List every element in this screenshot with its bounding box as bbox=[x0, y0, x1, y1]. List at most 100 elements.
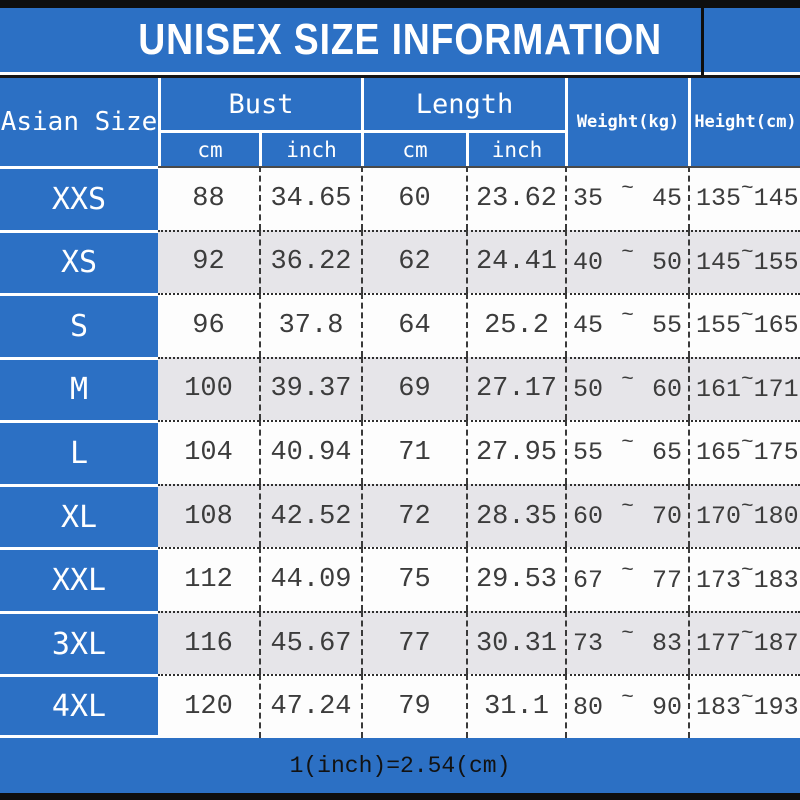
height-max: 155 bbox=[753, 247, 799, 277]
weight-range: 55 ~65 bbox=[565, 420, 688, 484]
bust-inch-value: 40.94 bbox=[259, 420, 361, 484]
size-label: XL bbox=[0, 483, 158, 548]
header-length-inch: inch bbox=[466, 130, 565, 166]
height-range: 173 ~183 bbox=[688, 547, 800, 611]
weight-range: 73 ~83 bbox=[565, 610, 688, 675]
bust-inch-value: 42.52 bbox=[259, 483, 361, 548]
length-inch-value: 24.41 bbox=[466, 229, 565, 294]
length-inch-value: 23.62 bbox=[466, 166, 565, 230]
weight-max: 77 bbox=[651, 565, 682, 595]
table-body: XXS 88 34.65 60 23.62 35 ~45 135 ~145 XS 92 36.22 62… bbox=[0, 166, 800, 738]
weight-range: 80 ~90 bbox=[565, 674, 688, 738]
table-row: XXS 88 34.65 60 23.62 35 ~45 135 ~145 bbox=[0, 166, 800, 230]
length-inch-value: 27.95 bbox=[466, 420, 565, 484]
size-label: S bbox=[0, 293, 158, 357]
height-max: 183 bbox=[753, 565, 799, 595]
height-min: 145 bbox=[696, 247, 742, 277]
weight-min: 45 bbox=[573, 311, 604, 341]
bust-inch-value: 34.65 bbox=[259, 166, 361, 230]
length-inch-value: 31.1 bbox=[466, 674, 565, 738]
weight-max: 55 bbox=[651, 311, 682, 341]
bust-inch-value: 47.24 bbox=[259, 674, 361, 738]
length-inch-value: 27.17 bbox=[466, 356, 565, 421]
weight-min: 67 bbox=[573, 565, 604, 595]
length-inch-value: 25.2 bbox=[466, 293, 565, 357]
length-cm-value: 72 bbox=[361, 483, 466, 548]
divider-black bbox=[0, 75, 800, 78]
height-range: 183 ~193 bbox=[688, 674, 800, 738]
length-cm-value: 75 bbox=[361, 547, 466, 611]
weight-min: 35 bbox=[573, 184, 604, 214]
weight-min: 80 bbox=[573, 692, 604, 722]
weight-min: 60 bbox=[573, 502, 604, 532]
height-min: 170 bbox=[696, 502, 742, 532]
tilde-glyph: ~ bbox=[741, 305, 754, 329]
size-label: M bbox=[0, 356, 158, 421]
weight-min: 40 bbox=[573, 247, 604, 277]
tilde-glyph: ~ bbox=[741, 496, 754, 520]
table-header: Asian Size Bust Length Weight(kg) Height… bbox=[0, 78, 800, 166]
height-min: 173 bbox=[696, 565, 742, 595]
weight-range: 67 ~77 bbox=[565, 547, 688, 611]
weight-max: 70 bbox=[651, 502, 682, 532]
length-inch-value: 29.53 bbox=[466, 547, 565, 611]
tilde-glyph: ~ bbox=[621, 623, 634, 647]
height-range: 161 ~171 bbox=[688, 356, 800, 421]
tilde-glyph: ~ bbox=[621, 368, 634, 392]
weight-range: 60 ~70 bbox=[565, 483, 688, 548]
header-bust-cm: cm bbox=[158, 130, 259, 166]
bust-inch-value: 44.09 bbox=[259, 547, 361, 611]
length-cm-value: 64 bbox=[361, 293, 466, 357]
divider-white bbox=[0, 72, 800, 75]
height-min: 177 bbox=[696, 629, 742, 659]
height-max: 187 bbox=[753, 629, 799, 659]
size-label: XXS bbox=[0, 166, 158, 230]
height-min: 165 bbox=[696, 438, 742, 468]
weight-min: 50 bbox=[573, 374, 604, 404]
height-range: 155 ~165 bbox=[688, 293, 800, 357]
length-cm-value: 71 bbox=[361, 420, 466, 484]
tilde-glyph: ~ bbox=[741, 686, 754, 710]
conversion-note: 1(inch)=2.54(cm) bbox=[289, 752, 511, 779]
header-weight-kg: Weight(kg) bbox=[565, 78, 688, 166]
weight-min: 55 bbox=[573, 438, 604, 468]
length-cm-value: 69 bbox=[361, 356, 466, 421]
weight-range: 45 ~55 bbox=[565, 293, 688, 357]
bust-cm-value: 88 bbox=[158, 166, 259, 230]
bust-cm-value: 108 bbox=[158, 483, 259, 548]
table-row: XL 108 42.52 72 28.35 60 ~70 170 ~180 bbox=[0, 483, 800, 548]
table-row: 3XL 116 45.67 77 30.31 73 ~83 177 ~187 bbox=[0, 610, 800, 675]
weight-range: 40 ~50 bbox=[565, 229, 688, 294]
height-max: 165 bbox=[753, 311, 799, 341]
weight-max: 50 bbox=[651, 247, 682, 277]
bust-cm-value: 112 bbox=[158, 547, 259, 611]
height-range: 135 ~145 bbox=[688, 166, 800, 230]
table-row: XXL 112 44.09 75 29.53 67 ~77 173 ~183 bbox=[0, 547, 800, 611]
weight-max: 60 bbox=[651, 374, 682, 404]
tilde-glyph: ~ bbox=[621, 241, 634, 265]
length-cm-value: 60 bbox=[361, 166, 466, 230]
height-max: 171 bbox=[753, 374, 799, 404]
weight-range: 50 ~60 bbox=[565, 356, 688, 421]
length-cm-value: 62 bbox=[361, 229, 466, 294]
weight-max: 65 bbox=[651, 438, 682, 468]
weight-max: 45 bbox=[651, 184, 682, 214]
title-band: UNISEX SIZE INFORMATION bbox=[0, 8, 800, 72]
weight-range: 35 ~45 bbox=[565, 166, 688, 230]
tilde-glyph: ~ bbox=[621, 686, 634, 710]
size-label: XS bbox=[0, 229, 158, 294]
height-range: 165 ~175 bbox=[688, 420, 800, 484]
height-min: 183 bbox=[696, 692, 742, 722]
table-row: 4XL 120 47.24 79 31.1 80 ~90 183 ~193 bbox=[0, 674, 800, 738]
tilde-glyph: ~ bbox=[741, 623, 754, 647]
header-bust-inch: inch bbox=[259, 130, 361, 166]
bust-inch-value: 45.67 bbox=[259, 610, 361, 675]
table-row: L 104 40.94 71 27.95 55 ~65 165 ~175 bbox=[0, 420, 800, 484]
height-min: 155 bbox=[696, 311, 742, 341]
bust-inch-value: 39.37 bbox=[259, 356, 361, 421]
top-border-bar bbox=[0, 0, 800, 8]
table-row: M 100 39.37 69 27.17 50 ~60 161 ~171 bbox=[0, 356, 800, 421]
tilde-glyph: ~ bbox=[741, 368, 754, 392]
header-height-cm: Height(cm) bbox=[688, 78, 800, 166]
